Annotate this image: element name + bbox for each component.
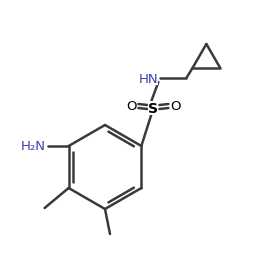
Text: S: S bbox=[148, 102, 158, 116]
Text: O: O bbox=[170, 100, 181, 113]
Text: H₂N: H₂N bbox=[21, 140, 46, 153]
Text: HN: HN bbox=[139, 72, 158, 85]
Text: O: O bbox=[126, 100, 137, 113]
